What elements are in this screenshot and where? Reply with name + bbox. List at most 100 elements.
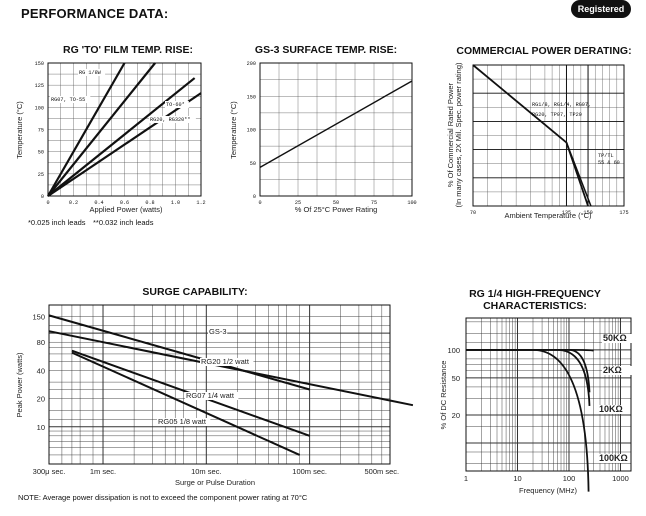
surge-title: SURGE CAPABILITY: xyxy=(142,286,248,298)
x-tick-label: 10m sec. xyxy=(191,467,221,476)
y-axis-label: % Of DC Resistance xyxy=(439,361,448,430)
series-label: 2KΩ xyxy=(603,365,622,375)
y-tick-label: 150 xyxy=(35,61,44,67)
page-heading: PERFORMANCE DATA: xyxy=(21,6,169,21)
x-tick-label: 1m sec. xyxy=(90,467,116,476)
series-label: TO-60* xyxy=(166,102,185,108)
x-tick-label: 10 xyxy=(513,474,521,483)
y-tick-label: 150 xyxy=(32,313,45,322)
series-label: 10KΩ xyxy=(599,404,623,414)
series-label: GS-3 xyxy=(209,327,227,336)
y-tick-label: 50 xyxy=(452,374,460,383)
series-label: 100KΩ xyxy=(599,453,628,463)
x-tick-label: 50 xyxy=(333,200,339,206)
series-line xyxy=(47,62,126,197)
y-tick-label: 100 xyxy=(447,346,460,355)
y-tick-label: 100 xyxy=(35,105,44,111)
y-axis-label: % Of Commercial Rated Power xyxy=(446,82,455,187)
series-label-bg xyxy=(157,418,211,426)
series-label: RG07 1/4 watt xyxy=(186,391,235,400)
derating-title: COMMERCIAL POWER DERATING: xyxy=(456,45,632,57)
series-label-bg xyxy=(602,334,632,343)
y-axis-label: Temperature (°C) xyxy=(229,101,238,159)
x-tick-label: 135 xyxy=(562,210,571,216)
derating-annotation: TP/TL xyxy=(598,153,614,159)
series-label-bg xyxy=(598,454,628,463)
plot-frame xyxy=(465,317,632,472)
y-axis-label: Peak Power (watts) xyxy=(15,352,24,418)
series-label-bg xyxy=(50,96,91,103)
series-label: RG07, TO-55 xyxy=(51,97,85,103)
x-tick-label: 70 xyxy=(470,210,476,216)
plot-frame xyxy=(472,64,625,207)
x-tick-label: 100 xyxy=(563,474,576,483)
series-label-bg xyxy=(78,69,106,76)
series-line xyxy=(47,77,196,197)
series-label: RG05 1/8 watt xyxy=(158,417,207,426)
y-tick-label: 50 xyxy=(250,161,256,167)
series-label-bg xyxy=(185,392,239,400)
y-tick-label: 125 xyxy=(35,83,44,89)
derating-annotation: RG20, TP07, TP20 xyxy=(532,112,582,118)
x-tick-label: 0.8 xyxy=(145,200,154,206)
series-line xyxy=(466,348,590,492)
x-tick-label: 0.4 xyxy=(94,200,103,206)
series-line xyxy=(71,351,301,456)
leads-note-b: **0.032 inch leads xyxy=(93,218,154,227)
x-tick-label: 25 xyxy=(295,200,301,206)
x-tick-label: 0.2 xyxy=(69,200,78,206)
x-axis-label: Ambient Temperature (°C) xyxy=(504,211,592,220)
series-label-bg xyxy=(208,328,228,336)
series-line xyxy=(48,314,310,391)
derating-annotation: RG1/8, RG1/4, RG07, xyxy=(532,102,591,108)
x-tick-label: 100 xyxy=(407,200,416,206)
registered-badge: Registered xyxy=(571,0,631,18)
x-axis-label: Frequency (MHz) xyxy=(519,486,577,495)
series-label-bg xyxy=(200,358,254,366)
series-line xyxy=(466,348,591,406)
x-tick-label: 1.0 xyxy=(171,200,180,206)
y-tick-label: 200 xyxy=(247,61,256,67)
y-tick-label: 0 xyxy=(41,194,44,200)
film-temp-title: RG 'TO' FILM TEMP. RISE: xyxy=(62,44,194,56)
y-tick-label: 0 xyxy=(253,194,256,200)
series-label-bg xyxy=(602,366,632,375)
x-axis-label: Applied Power (watts) xyxy=(90,205,163,214)
series-label: 50KΩ xyxy=(603,333,627,343)
x-tick-label: 1.2 xyxy=(196,200,205,206)
y-axis-label: Temperature (°C) xyxy=(15,101,24,159)
x-tick-label: 0 xyxy=(258,200,261,206)
hf-title-line1: RG 1/4 HIGH-FREQUENCY xyxy=(469,288,601,300)
x-tick-label: 1000 xyxy=(612,474,629,483)
series-label: RG 1/8W xyxy=(79,70,102,76)
y-tick-label: 100 xyxy=(247,128,256,134)
series-line xyxy=(565,142,592,207)
series-label-bg xyxy=(165,101,189,108)
series-line xyxy=(47,92,202,197)
series-line xyxy=(48,330,414,407)
y-tick-label: 50 xyxy=(38,150,44,156)
series-label-bg xyxy=(149,116,196,123)
footer-note: NOTE: Average power dissipation is not t… xyxy=(18,493,308,502)
x-axis-label: Surge or Pulse Duration xyxy=(175,478,255,487)
x-tick-label: 175 xyxy=(619,210,628,216)
x-axis-label: % Of 25°C Power Rating xyxy=(295,205,378,214)
plot-frame xyxy=(259,62,413,197)
y-tick-label: 75 xyxy=(38,128,44,134)
x-tick-label: 0 xyxy=(46,200,49,206)
series-label: RG20 1/2 watt xyxy=(201,357,250,366)
series-label-bg xyxy=(598,405,628,414)
x-tick-label: 150 xyxy=(583,210,592,216)
series-label: RG20, RG320** xyxy=(150,117,190,123)
x-tick-label: 1 xyxy=(464,474,468,483)
x-tick-label: 300μ sec. xyxy=(33,467,66,476)
hf-title-line2: CHARACTERISTICS: xyxy=(483,300,587,312)
y-tick-label: 150 xyxy=(247,94,256,100)
leads-note-a: *0.025 inch leads xyxy=(28,218,86,227)
x-tick-label: 500m sec. xyxy=(365,467,400,476)
y-tick-label: 40 xyxy=(37,366,45,375)
x-tick-label: 0.6 xyxy=(120,200,129,206)
y-tick-label: 80 xyxy=(37,338,45,347)
series-line xyxy=(466,348,591,393)
